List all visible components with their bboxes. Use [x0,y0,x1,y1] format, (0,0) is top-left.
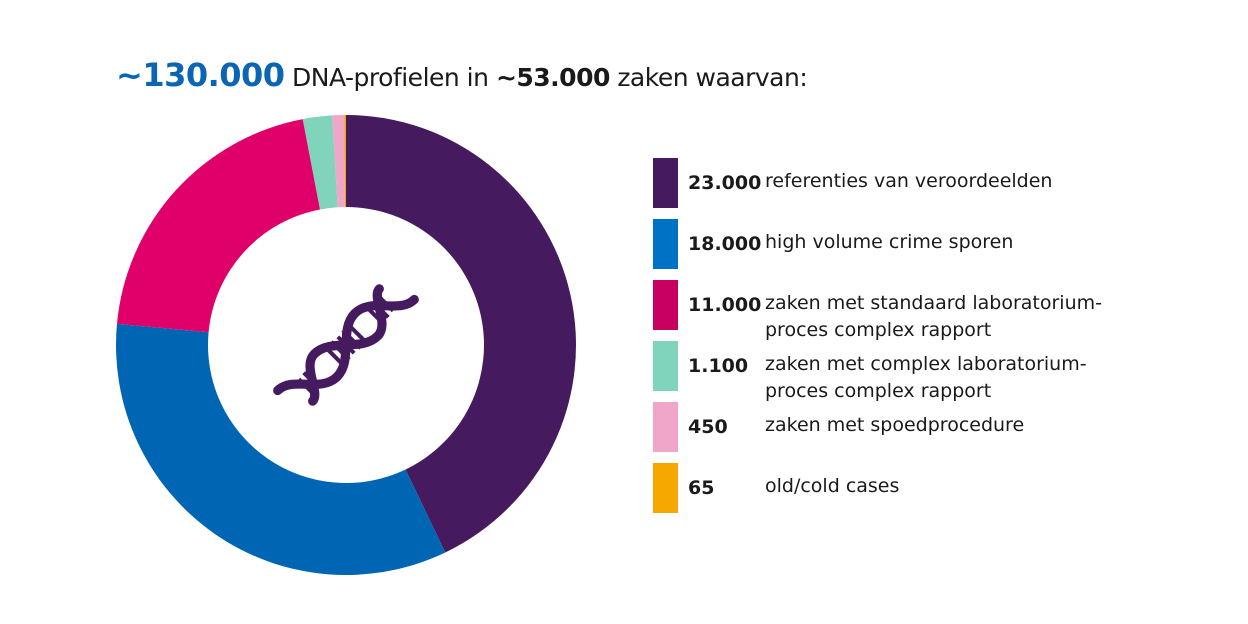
legend-swatch [653,341,678,391]
legend-label-line: high volume crime sporen [765,231,1014,253]
legend-label-line: old/cold cases [765,475,900,497]
legend-label-line: referenties van veroordeelden [765,170,1053,192]
donut-slice [116,119,321,333]
donut-slice [332,115,345,208]
total-profiles: ~130.000 [116,56,285,94]
donut-slice [302,115,338,210]
legend-label-line: zaken met standaard laboratorium- [765,292,1102,314]
donut-slice [346,115,576,553]
legend-value: 18.000 [688,233,762,255]
legend-value: 1.100 [688,355,749,377]
legend-value: 450 [688,416,728,438]
donut-slice [116,323,446,575]
chart-title: ~130.000 DNA-profielen in ~53.000 zaken … [116,56,808,94]
legend-swatch [653,463,678,513]
dna-icon [273,284,419,406]
legend-swatch [653,402,678,452]
legend-swatch [653,280,678,330]
legend-label: referenties van veroordeelden [765,168,1052,195]
legend-label: zaken met spoedprocedure [765,412,1024,439]
legend-label-line: proces complex rapport [765,319,992,341]
legend-label: high volume crime sporen [765,229,1013,256]
legend-label: zaken met standaard laboratorium-proces … [765,290,1102,344]
legend-label: zaken met complex laboratorium-proces co… [765,351,1087,405]
legend-label: old/cold cases [765,473,899,500]
title-middle: DNA-profielen in [292,63,489,92]
donut-slice [344,115,346,208]
legend-label-line: proces complex rapport [765,380,992,402]
legend-swatch [653,158,678,208]
legend-label-line: zaken met complex laboratorium- [765,353,1087,375]
legend-value: 65 [688,477,715,499]
legend-value: 11.000 [688,294,762,316]
title-end: zaken waarvan: [617,63,808,92]
legend-swatch [653,219,678,269]
legend-label-line: zaken met spoedprocedure [765,414,1025,436]
legend-value: 23.000 [688,172,762,194]
total-cases: ~53.000 [495,63,610,92]
